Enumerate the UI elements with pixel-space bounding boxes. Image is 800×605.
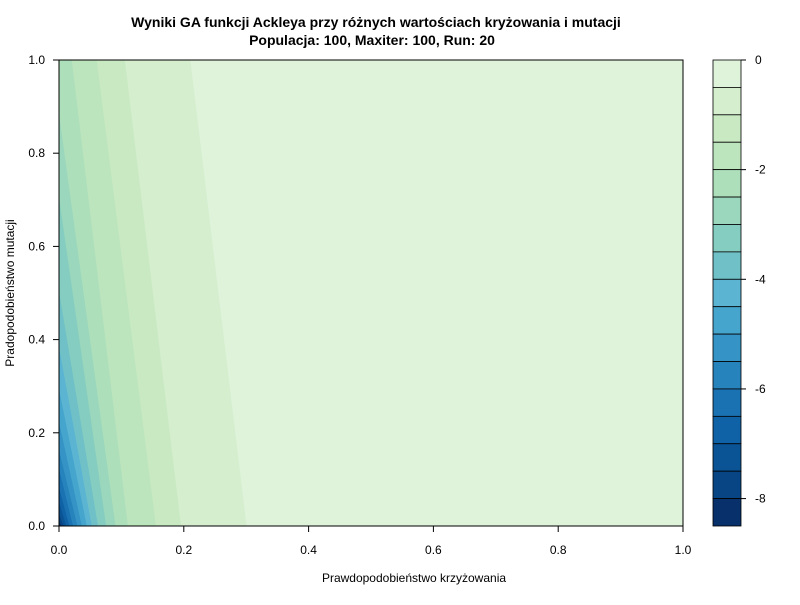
y-axis: 0.0 0.2 0.4 0.6 0.8 1.0 (28, 53, 60, 533)
legend-swatch (712, 333, 742, 362)
legend-swatch (712, 114, 742, 143)
x-tick-label: 0.0 (51, 543, 68, 557)
legend-swatch (712, 361, 742, 390)
color-legend: 0 -2 -4 -6 -8 (712, 53, 766, 527)
chart-title: Wyniki GA funkcji Ackleya przy różnych w… (131, 14, 621, 30)
legend-tick-label: -4 (755, 272, 766, 286)
legend-tick-label: -6 (755, 382, 766, 396)
legend-swatch (712, 196, 742, 225)
x-tick-label: 0.2 (175, 543, 192, 557)
legend-swatch (712, 87, 742, 116)
legend-swatch (712, 443, 742, 472)
y-tick-label: 1.0 (28, 53, 45, 67)
legend-swatch (712, 141, 742, 171)
y-tick-label: 0.0 (28, 519, 45, 533)
legend-swatch (712, 470, 742, 499)
legend-swatch (712, 59, 742, 88)
x-tick-label: 0.4 (300, 543, 317, 557)
chart-subtitle: Populacja: 100, Maxiter: 100, Run: 20 (249, 32, 495, 48)
legend-tick-label: -2 (755, 163, 766, 177)
legend-swatch (712, 224, 742, 253)
y-axis-label: Pradopodobieństwo mutacji (3, 219, 17, 366)
legend-swatch (712, 169, 742, 198)
x-tick-label: 1.0 (675, 543, 692, 557)
plot-area (58, 59, 684, 527)
y-tick-label: 0.4 (28, 333, 45, 347)
legend-swatch (712, 278, 742, 308)
x-tick-label: 0.8 (550, 543, 567, 557)
legend-swatch (712, 388, 742, 417)
legend-swatch (712, 498, 742, 527)
legend-swatch (712, 306, 742, 335)
legend-swatch (712, 415, 742, 445)
legend-tick-label: -8 (755, 492, 766, 506)
y-tick-label: 0.8 (28, 146, 45, 160)
legend-tick-label: 0 (755, 53, 762, 67)
y-tick-label: 0.6 (28, 239, 45, 253)
x-tick-label: 0.6 (425, 543, 442, 557)
legend-swatch (712, 251, 742, 280)
x-axis-label: Prawdopodobieństwo krzyżowania (322, 571, 506, 585)
y-tick-label: 0.2 (28, 426, 45, 440)
x-axis: 0.0 0.2 0.4 0.6 0.8 1.0 (51, 525, 692, 557)
